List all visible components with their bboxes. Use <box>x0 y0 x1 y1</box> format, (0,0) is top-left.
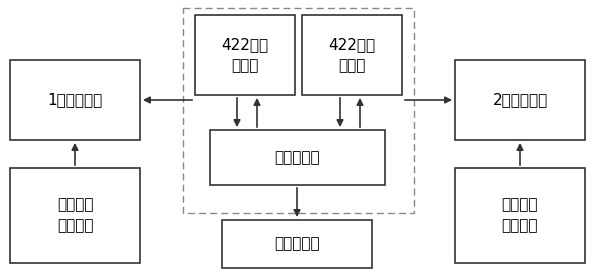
Text: 起落架位
置传感器: 起落架位 置传感器 <box>57 198 93 234</box>
Bar <box>222 220 372 268</box>
Text: 422总线
收发器: 422总线 收发器 <box>328 37 375 73</box>
Bar <box>210 130 385 185</box>
Text: 可视化设备: 可视化设备 <box>274 237 320 252</box>
Text: 起落架位
置传感器: 起落架位 置传感器 <box>502 198 538 234</box>
Bar <box>455 60 585 140</box>
Text: 2号控制单元: 2号控制单元 <box>493 93 547 107</box>
Bar <box>195 15 295 95</box>
Text: 422总线
收发器: 422总线 收发器 <box>221 37 268 73</box>
Bar <box>302 15 402 95</box>
Bar <box>183 8 414 213</box>
Bar <box>455 168 585 263</box>
Text: 信息处理器: 信息处理器 <box>275 150 320 165</box>
Bar <box>10 168 140 263</box>
Text: 1号控制单元: 1号控制单元 <box>48 93 102 107</box>
Bar <box>10 60 140 140</box>
